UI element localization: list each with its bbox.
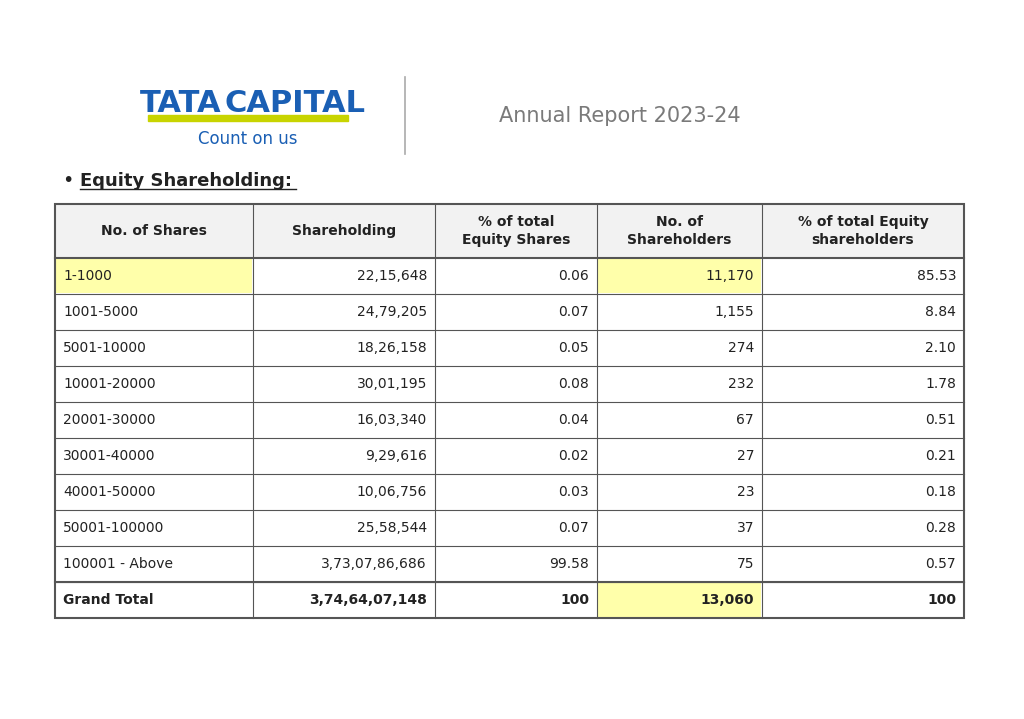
Text: No. of Shares: No. of Shares xyxy=(101,224,207,238)
Text: No. of
Shareholders: No. of Shareholders xyxy=(628,216,732,247)
Text: 274: 274 xyxy=(728,341,754,355)
Text: 75: 75 xyxy=(736,557,754,571)
Text: 0.08: 0.08 xyxy=(558,377,589,391)
Text: 30001-40000: 30001-40000 xyxy=(63,449,156,463)
Text: 99.58: 99.58 xyxy=(549,557,589,571)
Text: Count on us: Count on us xyxy=(199,130,298,148)
Bar xyxy=(55,204,964,618)
Text: 100: 100 xyxy=(927,593,956,607)
Text: Annual Report 2023-24: Annual Report 2023-24 xyxy=(499,106,740,126)
Text: 9,29,616: 9,29,616 xyxy=(366,449,427,463)
Text: Grand Total: Grand Total xyxy=(63,593,154,607)
Text: 0.51: 0.51 xyxy=(926,413,956,427)
Bar xyxy=(55,366,964,402)
Text: 13,060: 13,060 xyxy=(700,593,754,607)
Text: Equity Shareholding:: Equity Shareholding: xyxy=(80,172,292,190)
Text: % of total Equity
shareholders: % of total Equity shareholders xyxy=(798,216,929,247)
Bar xyxy=(56,259,252,293)
Text: 20001-30000: 20001-30000 xyxy=(63,413,156,427)
Bar xyxy=(55,438,964,474)
Text: 100: 100 xyxy=(560,593,589,607)
Text: 0.28: 0.28 xyxy=(926,521,956,535)
Text: 3,74,64,07,148: 3,74,64,07,148 xyxy=(309,593,427,607)
Bar xyxy=(55,330,964,366)
Text: 11,170: 11,170 xyxy=(706,269,754,283)
Text: 67: 67 xyxy=(736,413,754,427)
Bar xyxy=(55,510,964,546)
Text: 30,01,195: 30,01,195 xyxy=(356,377,427,391)
Text: 8.84: 8.84 xyxy=(925,305,956,319)
Bar xyxy=(55,582,964,618)
Text: 40001-50000: 40001-50000 xyxy=(63,485,156,499)
Bar xyxy=(55,402,964,438)
Text: 232: 232 xyxy=(728,377,754,391)
Bar xyxy=(148,115,348,121)
Text: 85.53: 85.53 xyxy=(916,269,956,283)
Text: 3,73,07,86,686: 3,73,07,86,686 xyxy=(322,557,427,571)
Text: 27: 27 xyxy=(736,449,754,463)
Bar xyxy=(55,474,964,510)
Bar xyxy=(55,294,964,330)
Bar xyxy=(55,258,964,294)
Text: 37: 37 xyxy=(736,521,754,535)
Text: 0.05: 0.05 xyxy=(558,341,589,355)
Text: 0.57: 0.57 xyxy=(926,557,956,571)
Text: 1001-5000: 1001-5000 xyxy=(63,305,138,319)
Text: % of total
Equity Shares: % of total Equity Shares xyxy=(462,216,570,247)
Bar xyxy=(55,546,964,582)
Text: 50001-100000: 50001-100000 xyxy=(63,521,165,535)
Text: 5001-10000: 5001-10000 xyxy=(63,341,146,355)
Text: 0.02: 0.02 xyxy=(558,449,589,463)
Text: 10001-20000: 10001-20000 xyxy=(63,377,156,391)
Text: CAPITAL: CAPITAL xyxy=(224,89,365,119)
Bar xyxy=(55,204,964,258)
Text: 0.18: 0.18 xyxy=(925,485,956,499)
Text: 0.07: 0.07 xyxy=(558,305,589,319)
Text: 23: 23 xyxy=(736,485,754,499)
Text: 18,26,158: 18,26,158 xyxy=(356,341,427,355)
Text: 2.10: 2.10 xyxy=(926,341,956,355)
Text: 100001 - Above: 100001 - Above xyxy=(63,557,173,571)
Text: Shareholding: Shareholding xyxy=(292,224,396,238)
Text: 0.07: 0.07 xyxy=(558,521,589,535)
Bar xyxy=(598,259,761,293)
Text: 24,79,205: 24,79,205 xyxy=(357,305,427,319)
Text: 0.03: 0.03 xyxy=(558,485,589,499)
Text: 1.78: 1.78 xyxy=(925,377,956,391)
Text: 1-1000: 1-1000 xyxy=(63,269,112,283)
Text: 22,15,648: 22,15,648 xyxy=(356,269,427,283)
Text: 1,155: 1,155 xyxy=(715,305,754,319)
Text: 16,03,340: 16,03,340 xyxy=(356,413,427,427)
Text: TATA: TATA xyxy=(140,89,222,119)
Text: 10,06,756: 10,06,756 xyxy=(356,485,427,499)
Text: 25,58,544: 25,58,544 xyxy=(357,521,427,535)
Bar xyxy=(598,583,761,617)
Text: 0.06: 0.06 xyxy=(558,269,589,283)
Text: •: • xyxy=(62,172,74,191)
Text: 0.04: 0.04 xyxy=(558,413,589,427)
Text: 0.21: 0.21 xyxy=(926,449,956,463)
